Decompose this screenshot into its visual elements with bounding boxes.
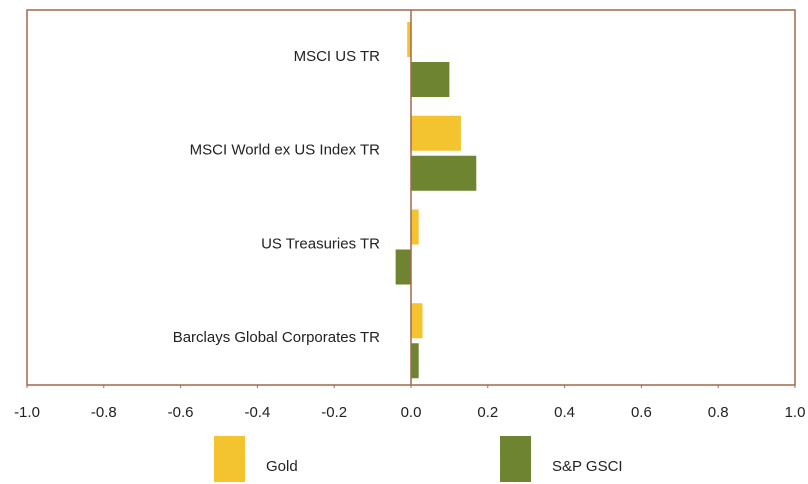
x-tick-label: 0.0 <box>401 404 422 421</box>
x-tick-label: -0.6 <box>168 404 194 421</box>
y-tick-label: US Treasuries TR <box>261 235 380 252</box>
y-tick-label: Barclays Global Corporates TR <box>173 329 380 346</box>
legend-swatch <box>500 436 531 482</box>
legend-label: Gold <box>266 458 298 475</box>
x-tick-label: -1.0 <box>14 404 40 421</box>
legend-swatch <box>214 436 245 482</box>
x-tick-label: 0.6 <box>631 404 652 421</box>
x-tick-label: 1.0 <box>785 404 806 421</box>
legend-label: S&P GSCI <box>552 458 623 475</box>
y-tick-label: MSCI World ex US Index TR <box>190 142 381 159</box>
bar <box>411 209 419 245</box>
bar <box>411 343 419 379</box>
bar <box>411 115 461 151</box>
x-tick-label: 0.2 <box>477 404 498 421</box>
bar <box>407 22 411 57</box>
bar <box>411 62 450 97</box>
x-tick-label: -0.8 <box>91 404 117 421</box>
x-tick-label: 0.4 <box>554 404 575 421</box>
x-tick-label: 0.8 <box>708 404 729 421</box>
bar <box>395 249 411 285</box>
bar <box>411 303 423 339</box>
x-tick-label: -0.2 <box>321 404 347 421</box>
y-tick-label: MSCI US TR <box>294 48 381 65</box>
x-tick-label: -0.4 <box>244 404 270 421</box>
bar <box>411 155 477 191</box>
